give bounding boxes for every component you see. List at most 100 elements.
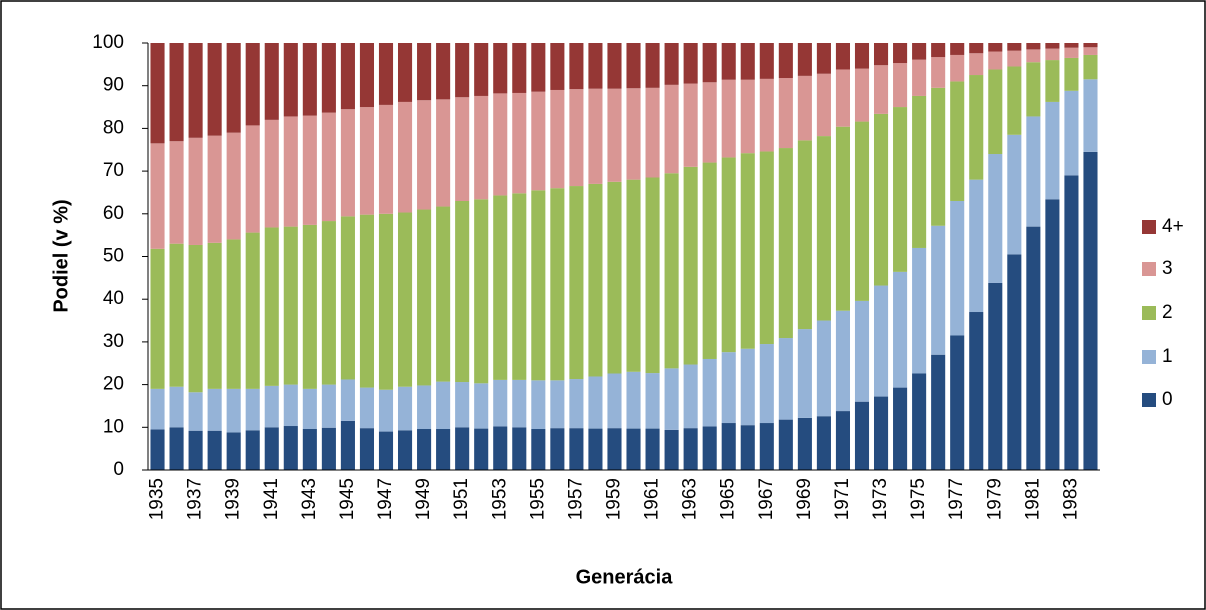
- bar-segment: [264, 227, 279, 386]
- bar-segment: [988, 43, 1003, 52]
- bar-segment: [207, 430, 222, 470]
- bar-segment: [397, 386, 413, 431]
- bar-segment: [264, 119, 279, 228]
- bar-segment: [417, 43, 432, 101]
- bar-segment: [1026, 43, 1041, 50]
- bar-segment: [588, 428, 603, 470]
- bar-segment: [912, 59, 927, 96]
- bar-segment: [721, 79, 736, 158]
- bar-segment: [873, 43, 889, 66]
- bar-segment: [1064, 175, 1079, 470]
- bar-segment: [626, 88, 641, 180]
- bar-segment: [988, 282, 1003, 470]
- x-tick-label: 1943: [299, 478, 320, 520]
- bar-segment: [512, 427, 527, 470]
- bar-segment: [455, 97, 470, 201]
- bar-segment: [512, 43, 527, 93]
- bar-segment: [378, 43, 394, 105]
- bar-segment: [283, 43, 298, 117]
- bar-segment: [721, 423, 736, 470]
- bar-segment: [378, 431, 394, 470]
- bar-segment: [607, 43, 622, 89]
- bar-segment: [588, 376, 603, 429]
- bar-segment: [417, 385, 432, 430]
- bar-segment: [664, 84, 679, 174]
- bar-segment: [1045, 101, 1060, 200]
- bar-segment: [1064, 90, 1079, 176]
- bar-segment: [321, 43, 336, 113]
- bar-segment: [931, 43, 946, 58]
- legend-swatch: [1142, 350, 1156, 364]
- bar-segment: [226, 239, 241, 389]
- bar-segment: [683, 428, 698, 470]
- y-tick-label: 80: [103, 117, 124, 138]
- bar-segment: [169, 43, 184, 142]
- legend-swatch: [1142, 262, 1156, 276]
- legend-label: 3: [1162, 258, 1173, 279]
- x-tick-label: 1953: [489, 478, 510, 520]
- bar-segment: [569, 186, 584, 380]
- x-tick-label: 1935: [147, 478, 168, 520]
- bar-segment: [359, 107, 375, 215]
- bar-segment: [436, 206, 451, 382]
- bar-segment: [816, 73, 831, 137]
- bar-segment: [873, 396, 889, 470]
- bar-segment: [283, 384, 298, 427]
- y-axis-title: Podiel (v %): [50, 199, 72, 312]
- bar-segment: [512, 379, 527, 428]
- bar-segment: [1064, 43, 1079, 48]
- y-tick-label: 70: [103, 160, 124, 181]
- bar-segment: [740, 153, 755, 349]
- bar-segment: [417, 209, 432, 386]
- bar-segment: [797, 75, 812, 141]
- x-tick-label: 1945: [337, 478, 358, 520]
- bar-segment: [1083, 54, 1098, 80]
- bar-segment: [702, 43, 717, 83]
- bar-segment: [702, 358, 717, 427]
- bar-segment: [816, 43, 831, 74]
- bar-segment: [740, 348, 755, 426]
- bar-segment: [778, 43, 793, 79]
- bar-segment: [683, 166, 698, 365]
- bar-segment: [835, 43, 851, 70]
- bar-segment: [550, 380, 565, 429]
- bar-segment: [759, 43, 774, 79]
- bar-segment: [931, 57, 946, 88]
- bar-segment: [950, 43, 965, 55]
- bar-segment: [683, 43, 698, 84]
- bar-segment: [340, 216, 355, 380]
- bar-segment: [664, 173, 679, 369]
- legend-label: 1: [1162, 346, 1173, 367]
- bar-segment: [531, 380, 546, 430]
- bar-segment: [588, 43, 603, 89]
- x-tick-label: 1965: [718, 478, 739, 520]
- bar-segment: [1045, 60, 1060, 102]
- bar-segment: [912, 247, 927, 374]
- bar-segment: [340, 420, 355, 470]
- bar-segment: [207, 43, 222, 136]
- bar-segment: [1026, 62, 1041, 117]
- bar-segment: [359, 428, 375, 470]
- bar-segment: [283, 116, 298, 227]
- bar-segment: [873, 65, 889, 114]
- bar-segment: [1007, 254, 1022, 470]
- bar-segment: [169, 386, 184, 428]
- bar-segment: [340, 109, 355, 217]
- bar-segment: [988, 154, 1003, 283]
- bar-segment: [150, 429, 165, 470]
- bar-segment: [493, 426, 508, 470]
- bar-segment: [854, 43, 870, 69]
- bar-segment: [302, 388, 317, 430]
- bar-segment: [340, 379, 355, 421]
- bar-segment: [950, 54, 965, 82]
- bar-segment: [607, 88, 622, 182]
- x-tick-label: 1979: [984, 478, 1005, 520]
- bar-segment: [207, 242, 222, 389]
- bar-segment: [531, 43, 546, 92]
- y-tick-label: 10: [103, 416, 124, 437]
- bar-segment: [359, 43, 375, 108]
- bar-segment: [436, 99, 451, 207]
- bar-segment: [188, 244, 203, 393]
- bar-segment: [626, 43, 641, 89]
